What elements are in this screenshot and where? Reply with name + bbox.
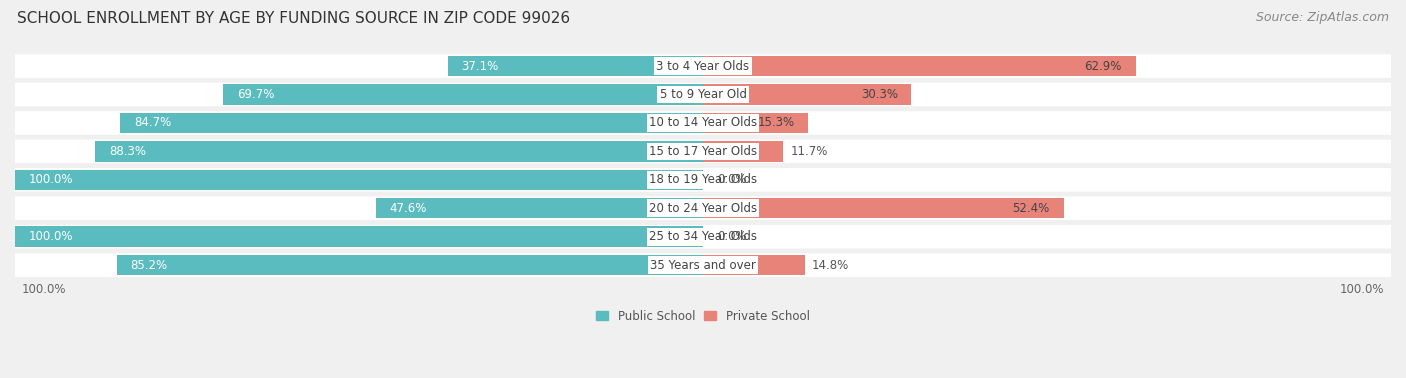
Bar (375, 198, 703, 218)
FancyBboxPatch shape (15, 168, 1391, 192)
Bar (224, 84, 703, 105)
Text: 15.3%: 15.3% (758, 116, 794, 129)
FancyBboxPatch shape (15, 225, 1391, 248)
Text: 84.7%: 84.7% (134, 116, 172, 129)
Text: 11.7%: 11.7% (790, 145, 828, 158)
Bar (96, 141, 703, 162)
Bar (703, 56, 1136, 76)
Bar (703, 255, 804, 275)
Text: 30.3%: 30.3% (860, 88, 897, 101)
Legend: Public School, Private School: Public School, Private School (592, 305, 814, 328)
FancyBboxPatch shape (15, 83, 1391, 106)
Text: 37.1%: 37.1% (461, 60, 499, 73)
Text: 100.0%: 100.0% (28, 230, 73, 243)
Text: 62.9%: 62.9% (1084, 60, 1122, 73)
Text: 35 Years and over: 35 Years and over (650, 259, 756, 272)
Text: 100.0%: 100.0% (28, 174, 73, 186)
Text: 10 to 14 Year Olds: 10 to 14 Year Olds (650, 116, 756, 129)
Bar (703, 113, 808, 133)
Bar (15, 170, 703, 190)
Text: 18 to 19 Year Olds: 18 to 19 Year Olds (650, 174, 756, 186)
Text: 5 to 9 Year Old: 5 to 9 Year Old (659, 88, 747, 101)
Bar (447, 56, 703, 76)
Text: 100.0%: 100.0% (1340, 283, 1384, 296)
Text: 25 to 34 Year Olds: 25 to 34 Year Olds (650, 230, 756, 243)
Text: 0.0%: 0.0% (717, 174, 747, 186)
FancyBboxPatch shape (15, 139, 1391, 163)
Text: 100.0%: 100.0% (22, 283, 66, 296)
Bar (117, 255, 703, 275)
Text: Source: ZipAtlas.com: Source: ZipAtlas.com (1256, 11, 1389, 24)
Bar (703, 198, 1063, 218)
Text: 20 to 24 Year Olds: 20 to 24 Year Olds (650, 202, 756, 215)
Text: 69.7%: 69.7% (238, 88, 274, 101)
Text: 52.4%: 52.4% (1012, 202, 1050, 215)
Bar (703, 84, 911, 105)
FancyBboxPatch shape (15, 197, 1391, 220)
Bar (121, 113, 703, 133)
Text: 14.8%: 14.8% (811, 259, 849, 272)
FancyBboxPatch shape (15, 253, 1391, 277)
Text: 0.0%: 0.0% (717, 230, 747, 243)
Text: 3 to 4 Year Olds: 3 to 4 Year Olds (657, 60, 749, 73)
Bar (15, 226, 703, 247)
Bar (703, 141, 783, 162)
Text: 15 to 17 Year Olds: 15 to 17 Year Olds (650, 145, 756, 158)
Text: 88.3%: 88.3% (110, 145, 146, 158)
Text: 47.6%: 47.6% (389, 202, 426, 215)
FancyBboxPatch shape (15, 111, 1391, 135)
FancyBboxPatch shape (15, 54, 1391, 78)
Text: SCHOOL ENROLLMENT BY AGE BY FUNDING SOURCE IN ZIP CODE 99026: SCHOOL ENROLLMENT BY AGE BY FUNDING SOUR… (17, 11, 569, 26)
Text: 85.2%: 85.2% (131, 259, 167, 272)
